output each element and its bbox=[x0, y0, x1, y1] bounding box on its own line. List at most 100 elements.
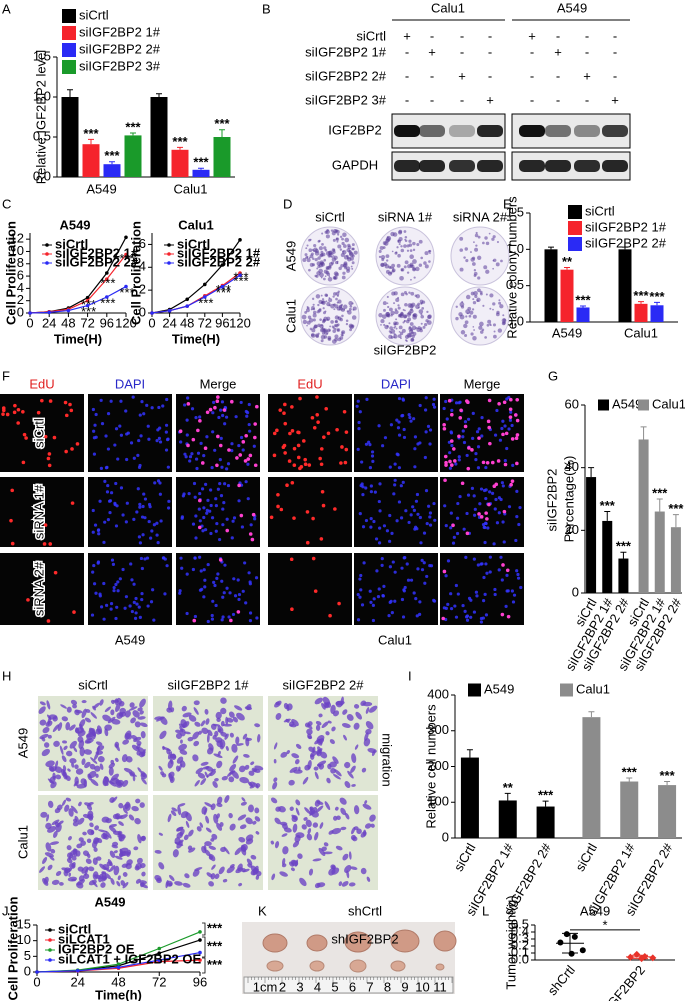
nucleus bbox=[359, 588, 363, 592]
colony bbox=[332, 339, 337, 344]
sign: - bbox=[488, 28, 492, 43]
edu-nucleus bbox=[16, 421, 20, 425]
colony bbox=[418, 239, 423, 244]
colony bbox=[339, 248, 343, 251]
edu-nucleus bbox=[459, 408, 463, 413]
colony bbox=[332, 326, 335, 330]
edu-nucleus bbox=[486, 419, 491, 424]
error-bar bbox=[640, 426, 647, 440]
legend-label: siCrtl bbox=[177, 236, 210, 251]
tumor bbox=[390, 929, 420, 953]
colony bbox=[497, 328, 503, 333]
cell bbox=[353, 722, 360, 730]
nucleus bbox=[356, 399, 360, 403]
cell bbox=[99, 699, 104, 706]
nucleus bbox=[185, 611, 189, 616]
nucleus bbox=[187, 492, 191, 496]
edu-nucleus bbox=[24, 436, 28, 440]
bar bbox=[634, 303, 648, 322]
colony bbox=[385, 311, 390, 317]
nucleus bbox=[138, 413, 142, 417]
cell bbox=[115, 703, 121, 713]
colony bbox=[334, 319, 339, 324]
cell bbox=[206, 872, 213, 878]
colony bbox=[382, 241, 387, 245]
nucleus bbox=[358, 577, 362, 581]
colony bbox=[304, 253, 308, 257]
colony bbox=[306, 324, 308, 327]
cell bbox=[185, 820, 190, 828]
colony bbox=[324, 248, 328, 252]
cell bbox=[108, 826, 117, 833]
colony bbox=[427, 315, 432, 320]
ruler-label: 7 bbox=[366, 979, 373, 994]
colony bbox=[384, 324, 389, 330]
row-label: A549 bbox=[283, 241, 298, 271]
marker bbox=[198, 958, 202, 962]
nucleus bbox=[514, 538, 518, 543]
nucleus bbox=[450, 408, 454, 413]
cell bbox=[346, 714, 354, 721]
nucleus bbox=[220, 465, 224, 469]
edu-nucleus bbox=[458, 416, 463, 420]
nucleus bbox=[248, 429, 252, 433]
edu-nucleus bbox=[12, 410, 17, 415]
nucleus bbox=[484, 496, 488, 501]
nucleus bbox=[393, 478, 397, 482]
nucleus bbox=[116, 457, 120, 461]
colony bbox=[479, 321, 484, 327]
edu-nucleus bbox=[238, 453, 243, 457]
cell bbox=[209, 770, 216, 777]
cell bbox=[272, 781, 278, 790]
cell bbox=[187, 845, 193, 851]
nucleus bbox=[123, 606, 127, 610]
edu-nucleus bbox=[322, 435, 326, 439]
cell bbox=[214, 778, 219, 782]
cell bbox=[192, 754, 199, 762]
cell bbox=[216, 822, 223, 831]
cell bbox=[38, 706, 46, 714]
group-label: Calu1 bbox=[431, 0, 465, 15]
colony bbox=[409, 303, 414, 308]
nucleus bbox=[241, 448, 245, 452]
cell bbox=[278, 806, 286, 813]
cell bbox=[356, 828, 362, 835]
micrograph bbox=[0, 553, 84, 625]
nucleus bbox=[395, 519, 399, 523]
edu-nucleus bbox=[501, 563, 505, 567]
nucleus bbox=[387, 614, 391, 618]
nucleus bbox=[253, 517, 257, 521]
band bbox=[394, 160, 420, 172]
edu-nucleus bbox=[515, 461, 519, 466]
nucleus bbox=[190, 407, 195, 411]
colony bbox=[410, 291, 415, 296]
edu-nucleus bbox=[453, 459, 457, 463]
cell bbox=[51, 819, 60, 826]
edu-nucleus bbox=[515, 418, 520, 423]
cell bbox=[92, 730, 97, 737]
cell bbox=[314, 771, 319, 780]
edu-nucleus bbox=[64, 413, 69, 418]
colony bbox=[351, 315, 357, 320]
nucleus bbox=[105, 490, 110, 494]
colony bbox=[307, 315, 312, 320]
colony bbox=[378, 255, 382, 259]
nucleus bbox=[131, 395, 135, 399]
cell bbox=[245, 737, 250, 747]
y-tick-label: 300 bbox=[427, 722, 449, 737]
nucleus bbox=[102, 540, 106, 544]
edu-nucleus bbox=[215, 463, 219, 468]
nucleus bbox=[234, 415, 238, 419]
nucleus bbox=[455, 516, 460, 520]
nucleus bbox=[479, 487, 484, 491]
ruler-label: 8 bbox=[384, 979, 391, 994]
nucleus bbox=[205, 435, 209, 439]
band bbox=[519, 125, 545, 137]
colony bbox=[418, 263, 423, 267]
nucleus bbox=[420, 568, 425, 572]
cell bbox=[133, 846, 139, 851]
point bbox=[638, 955, 646, 963]
colony bbox=[340, 253, 345, 258]
nucleus bbox=[355, 404, 359, 408]
edu-nucleus bbox=[339, 461, 343, 465]
